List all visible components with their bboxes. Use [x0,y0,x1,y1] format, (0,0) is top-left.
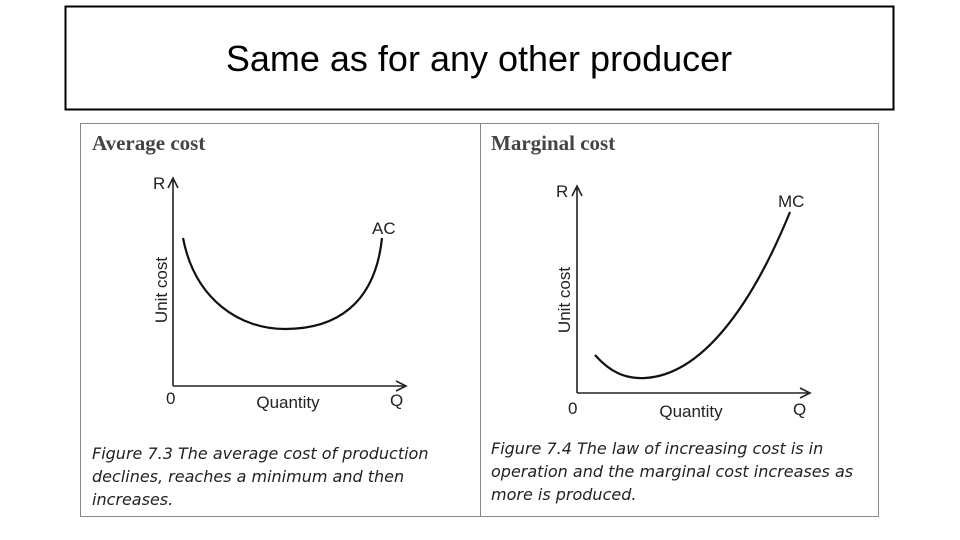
x-axis-label: Quantity [659,402,723,421]
origin-label: 0 [568,399,577,418]
caption-line: operation and the marginal cost increase… [491,462,853,481]
y-axis [167,176,179,386]
panel-heading: Marginal cost [491,131,615,155]
caption-line: increases. [92,490,173,509]
curve-label: MC [778,192,804,211]
x-axis [173,380,408,392]
y-axis-label: Unit cost [555,267,574,333]
axis-end-label: Q [390,391,403,410]
caption-line: Figure 7.4 The law of increasing cost is… [491,439,823,458]
ac-curve [181,237,384,331]
caption-line: more is produced. [491,485,636,504]
panel-heading: Average cost [92,131,205,155]
mc-curve [594,211,792,380]
axis-top-label: R [153,174,165,193]
slide-title: Same as for any other producer [226,38,732,79]
axis-end-label: Q [793,400,806,419]
origin-label: 0 [166,389,175,408]
figure-box [80,123,879,517]
y-axis [571,184,583,393]
y-axis-label: Unit cost [152,257,171,323]
axis-top-label: R [556,182,568,201]
caption-line: declines, reaches a minimum and then [92,467,404,486]
curve-label: AC [372,219,396,238]
title-box [64,5,895,111]
x-axis [577,387,812,399]
caption-line: Figure 7.3 The average cost of productio… [92,444,428,463]
x-axis-label: Quantity [256,393,320,412]
